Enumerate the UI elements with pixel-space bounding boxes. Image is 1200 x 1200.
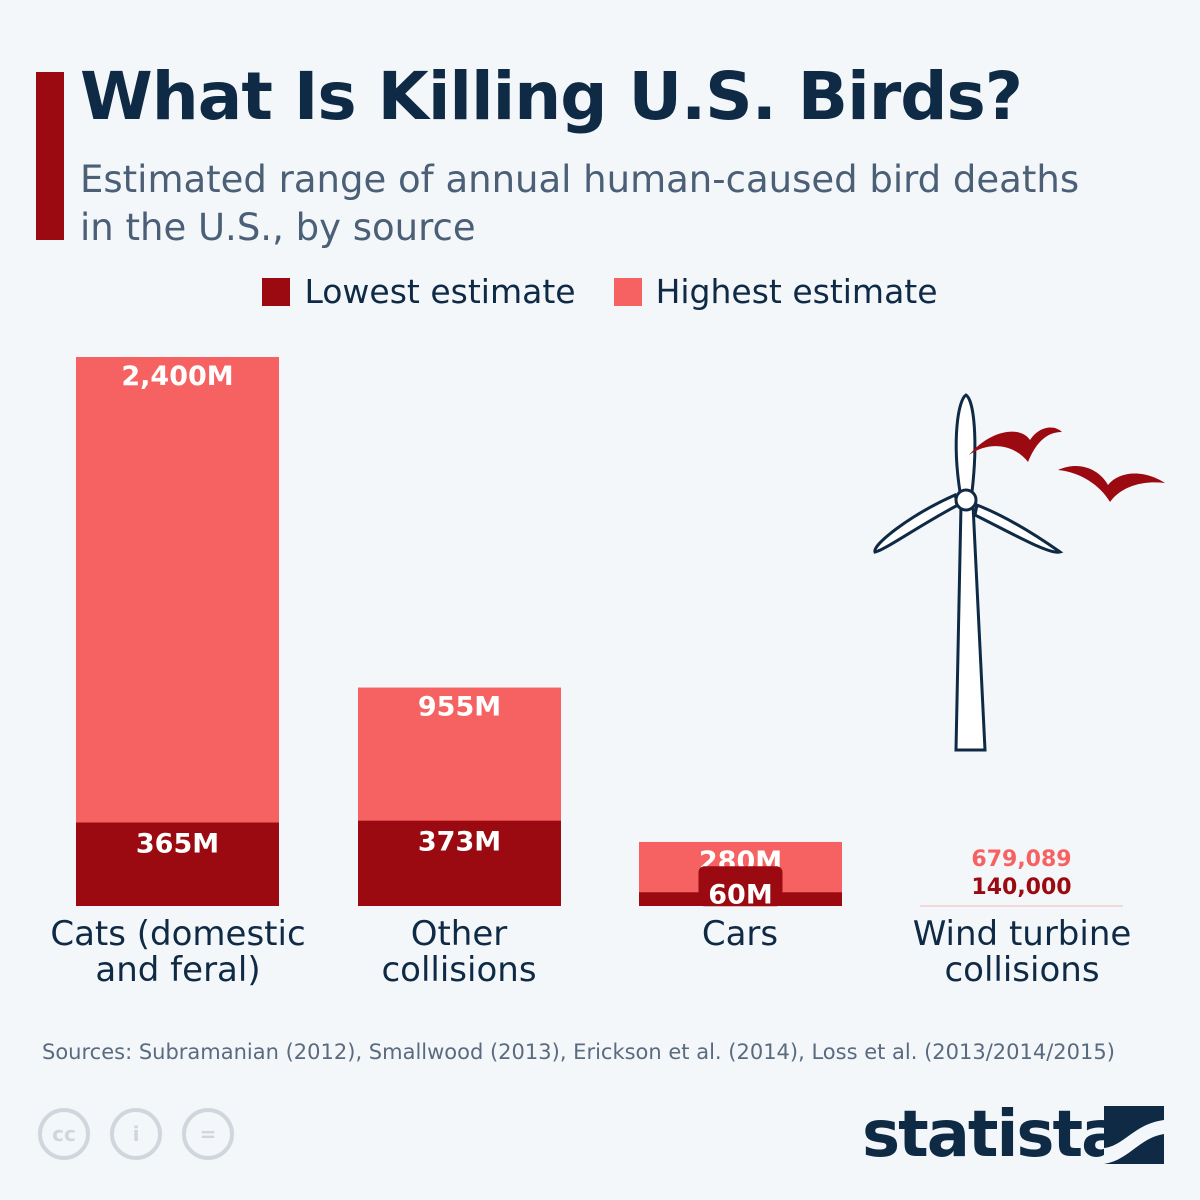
data-label-lowest: 60M [708, 879, 772, 910]
wind-turbine-illustration [873, 393, 1165, 752]
nd-icon[interactable]: = [182, 1108, 234, 1160]
statista-logo[interactable]: statista [862, 1098, 1124, 1172]
statista-logo-icon [1104, 1106, 1164, 1164]
chart-title: What Is Killing U.S. Birds? [80, 58, 1023, 135]
legend-label: Lowest estimate [304, 272, 576, 311]
bar-highest [76, 357, 279, 906]
bird-icon [1058, 465, 1165, 502]
source-note: Sources: Subramanian (2012), Smallwood (… [42, 1040, 1115, 1064]
cc-icon[interactable]: cc [38, 1108, 90, 1160]
legend-item-highest: Highest estimate [613, 272, 938, 311]
legend-swatch [262, 277, 291, 306]
data-label-lowest: 373M [418, 827, 501, 858]
accent-bar [36, 72, 64, 240]
data-label-lowest: 140,000 [971, 875, 1071, 900]
category-label: Cats (domestic and feral) [50, 914, 306, 990]
chart-subtitle: Estimated range of annual human-caused b… [80, 158, 1080, 249]
bar-lowest [358, 820, 561, 906]
legend-swatch [613, 277, 642, 306]
data-label-highest: 955M [418, 692, 501, 723]
data-label-highest: 2,400M [121, 361, 233, 392]
label-background [698, 866, 783, 907]
legend-label: Highest estimate [655, 272, 938, 311]
legend: Lowest estimate Highest estimate [0, 272, 1200, 311]
bird-icon [969, 427, 1062, 462]
data-label-lowest: 365M [136, 829, 219, 860]
bar-lowest [76, 822, 279, 906]
category-label: Wind turbine collisions [912, 914, 1132, 990]
category-label: Other collisions [381, 914, 537, 990]
by-icon[interactable]: i [110, 1108, 162, 1160]
data-label-highest: 679,089 [971, 847, 1071, 872]
category-label: Cars [701, 914, 779, 954]
legend-item-lowest: Lowest estimate [262, 272, 576, 311]
